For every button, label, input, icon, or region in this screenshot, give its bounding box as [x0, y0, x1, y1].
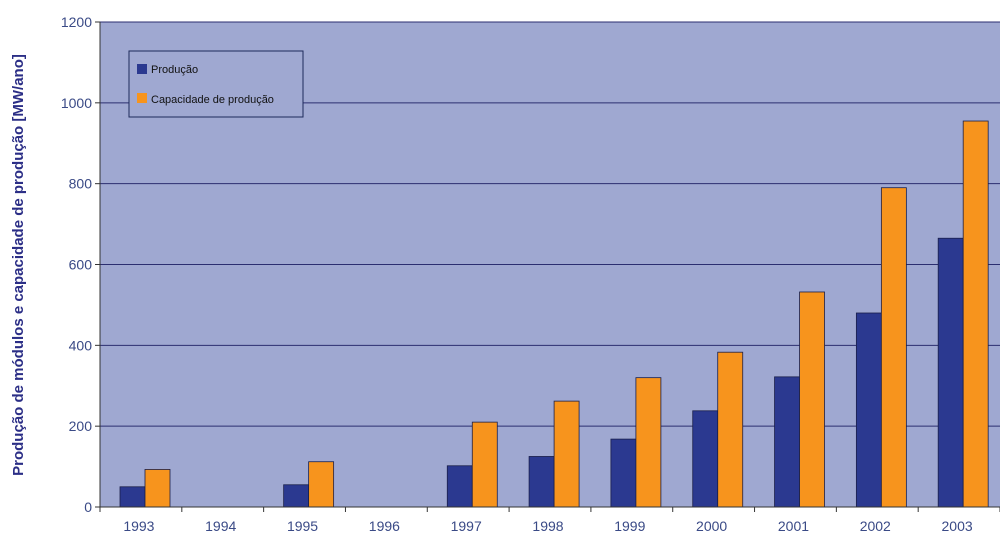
bar-capacidade — [308, 461, 335, 508]
y-tick-label: 400 — [69, 337, 93, 353]
axes — [99, 22, 1000, 512]
bar-capacidade — [717, 351, 744, 508]
legend-label-capacidade: Capacidade de produção — [151, 94, 274, 106]
bar-producao — [528, 456, 555, 508]
bar-capacidade — [144, 469, 171, 508]
bar-capacidade — [471, 421, 498, 508]
y-tick-label: 1000 — [61, 95, 92, 111]
x-tick-label: 2000 — [696, 518, 727, 534]
x-tick-label: 2002 — [860, 518, 891, 534]
x-tick-label: 2003 — [942, 518, 973, 534]
bar-producao — [855, 312, 882, 508]
y-tick-label: 600 — [69, 257, 93, 273]
y-tick-label: 1200 — [61, 14, 92, 30]
bars — [119, 120, 989, 508]
legend-swatch-producao — [137, 64, 147, 74]
x-tick-label: 1996 — [369, 518, 400, 534]
bar-producao — [610, 438, 637, 508]
bar-capacidade — [962, 120, 989, 508]
bar-producao — [446, 465, 473, 508]
x-tick-label: 1994 — [205, 518, 236, 534]
bar-producao — [692, 410, 719, 508]
bar-capacidade — [880, 187, 907, 508]
bar-producao — [119, 486, 146, 508]
y-tick-label: 200 — [69, 418, 93, 434]
x-tick-label: 2001 — [778, 518, 809, 534]
y-tick-label: 800 — [69, 176, 93, 192]
legend-box — [128, 50, 304, 118]
legend: Produção Capacidade de produção — [128, 50, 304, 118]
x-tick-labels: 1993 1994 1995 1996 1997 1998 1999 2000 2001 2002… — [123, 518, 973, 534]
bar-capacidade — [553, 400, 580, 508]
bar-capacidade — [635, 377, 662, 508]
x-tick-label: 1999 — [614, 518, 645, 534]
y-tick-label: 0 — [84, 499, 92, 515]
x-tick-label: 1993 — [123, 518, 154, 534]
bar-producao — [283, 484, 310, 508]
y-axis-label: Produção de módulos e capacidade de prod… — [10, 54, 27, 476]
x-tick-label: 1998 — [532, 518, 563, 534]
x-tick-label: 1997 — [451, 518, 482, 534]
bar-producao — [937, 237, 964, 508]
x-tick-label: 1995 — [287, 518, 318, 534]
bar-capacidade — [799, 291, 825, 508]
legend-label-producao: Produção — [151, 64, 198, 76]
gridlines — [95, 21, 1000, 508]
y-tick-labels: 0 200 400 600 800 1000 1200 — [61, 14, 92, 515]
bar-producao — [774, 376, 800, 508]
legend-swatch-capacidade — [137, 93, 147, 103]
